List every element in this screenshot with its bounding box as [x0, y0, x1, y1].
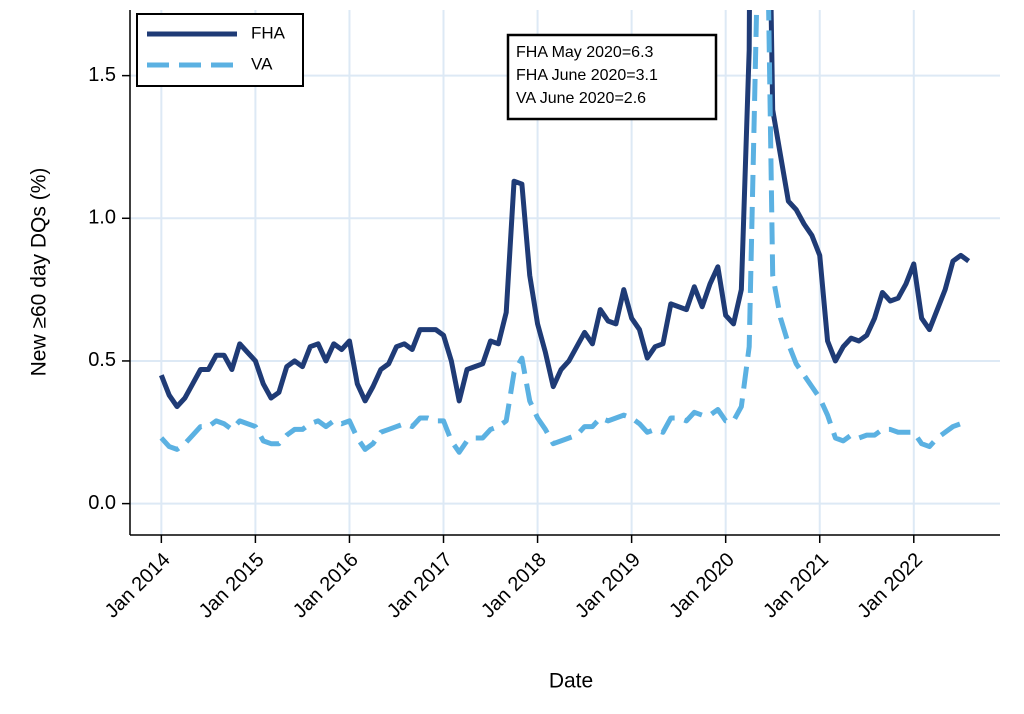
x-tick-label: Jan 2014 — [101, 549, 175, 623]
y-axis-title: New ≥60 day DQs (%) — [28, 168, 51, 377]
x-tick-label: Jan 2020 — [665, 549, 739, 623]
legend-label: FHA — [251, 23, 286, 42]
annotation-text: VA June 2020=2.6 — [516, 90, 646, 107]
y-tick-label: 1.0 — [88, 207, 116, 229]
legend: FHA VA — [136, 13, 304, 87]
x-tick-label: Jan 2021 — [759, 549, 833, 623]
annotation-text: FHA June 2020=3.1 — [516, 67, 658, 84]
legend-label: VA — [251, 54, 273, 73]
series-line — [159, 10, 971, 410]
x-tick-label: Jan 2016 — [289, 549, 363, 623]
x-tick-label: Jan 2018 — [477, 549, 551, 623]
x-tick-label: Jan 2015 — [195, 549, 269, 623]
legend-frame — [136, 13, 304, 87]
annotation-text: FHA May 2020=6.3 — [516, 44, 654, 61]
x-axis-title: Date — [549, 670, 593, 693]
y-tick-label: 0.5 — [88, 349, 116, 371]
y-tick-label: 0.0 — [88, 492, 116, 514]
plot-area — [159, 10, 971, 455]
annotation-frame — [506, 33, 718, 121]
y-tick-label: 1.5 — [88, 64, 116, 86]
series-line — [159, 10, 969, 455]
x-tick-label: Jan 2022 — [853, 549, 927, 623]
annotation-box: FHA May 2020=6.3 FHA June 2020=3.1 VA June… — [506, 33, 718, 121]
x-tick-label: Jan 2019 — [571, 549, 645, 623]
x-tick-label: Jan 2017 — [383, 549, 457, 623]
